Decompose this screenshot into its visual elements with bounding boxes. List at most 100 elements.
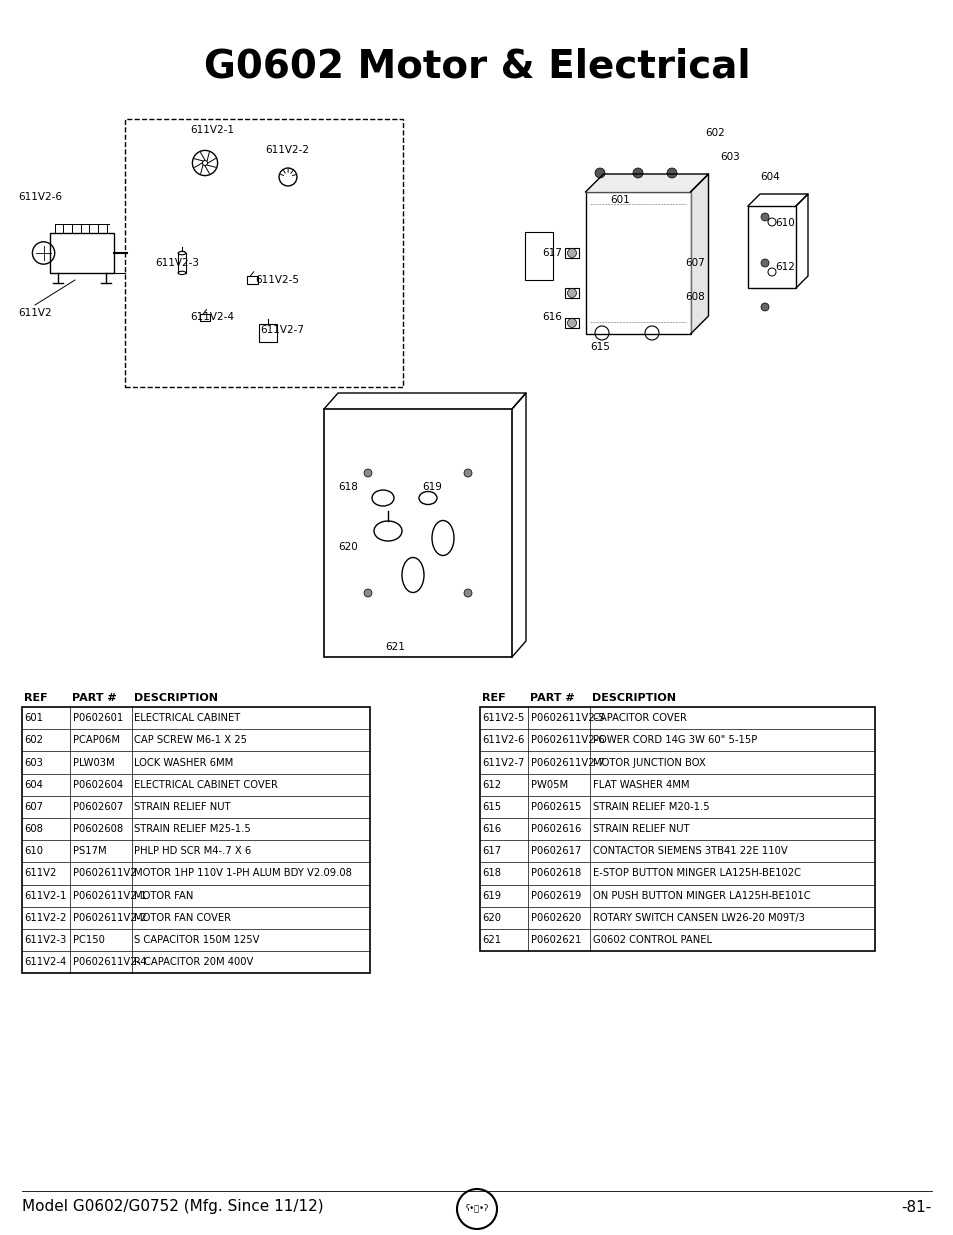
Circle shape [364, 469, 372, 477]
Text: 612: 612 [774, 262, 794, 272]
Text: 616: 616 [541, 312, 561, 322]
Text: ROTARY SWITCH CANSEN LW26-20 M09T/3: ROTARY SWITCH CANSEN LW26-20 M09T/3 [592, 913, 803, 923]
Text: -81-: -81- [901, 1199, 931, 1214]
Text: ELECTRICAL CABINET: ELECTRICAL CABINET [134, 713, 240, 724]
Circle shape [760, 303, 768, 311]
Text: 610: 610 [774, 219, 794, 228]
Text: 611V2-3: 611V2-3 [25, 935, 67, 945]
Text: LOCK WASHER 6MM: LOCK WASHER 6MM [134, 757, 233, 767]
Circle shape [364, 589, 372, 597]
Circle shape [567, 248, 576, 258]
Text: MOTOR FAN COVER: MOTOR FAN COVER [134, 913, 232, 923]
Text: 604: 604 [25, 779, 43, 789]
Text: 618: 618 [482, 868, 501, 878]
Bar [125, 119, 402, 387]
Text: 602: 602 [25, 735, 44, 745]
Bar [200, 314, 210, 321]
Circle shape [633, 168, 642, 178]
Text: 615: 615 [482, 802, 501, 811]
Text: P0602611V2-4: P0602611V2-4 [72, 957, 146, 967]
Circle shape [666, 168, 677, 178]
Text: 611V2-1: 611V2-1 [25, 890, 67, 900]
Text: 607: 607 [684, 258, 704, 268]
Bar [324, 409, 512, 657]
Text: 611V2-3: 611V2-3 [154, 258, 199, 268]
Text: POWER CORD 14G 3W 60" 5-15P: POWER CORD 14G 3W 60" 5-15P [592, 735, 756, 745]
Text: REF: REF [24, 693, 48, 703]
Circle shape [463, 469, 472, 477]
Bar [246, 277, 257, 284]
Text: P0602615: P0602615 [530, 802, 580, 811]
Text: Model G0602/G0752 (Mfg. Since 11/12): Model G0602/G0752 (Mfg. Since 11/12) [22, 1199, 323, 1214]
Text: DESCRIPTION: DESCRIPTION [592, 693, 676, 703]
Text: 611V2: 611V2 [18, 308, 51, 317]
Text: P0602611V2-1: P0602611V2-1 [72, 890, 146, 900]
Text: P0602611V2-7: P0602611V2-7 [530, 757, 603, 767]
Circle shape [567, 319, 576, 327]
Text: STRAIN RELIEF NUT: STRAIN RELIEF NUT [592, 824, 688, 834]
Bar [747, 206, 795, 288]
Text: 611V2-4: 611V2-4 [190, 312, 233, 322]
Bar [479, 706, 874, 951]
Text: G0602 Motor & Electrical: G0602 Motor & Electrical [204, 47, 749, 85]
Text: 602: 602 [704, 128, 724, 138]
Text: 611V2-2: 611V2-2 [265, 144, 309, 156]
Text: 604: 604 [760, 172, 779, 182]
Text: PC150: PC150 [72, 935, 104, 945]
Text: PHLP HD SCR M4-.7 X 6: PHLP HD SCR M4-.7 X 6 [134, 846, 252, 856]
Text: P0602611V2-6: P0602611V2-6 [530, 735, 603, 745]
Text: MOTOR JUNCTION BOX: MOTOR JUNCTION BOX [592, 757, 704, 767]
Text: FLAT WASHER 4MM: FLAT WASHER 4MM [592, 779, 688, 789]
Text: PW05M: PW05M [530, 779, 567, 789]
Polygon shape [690, 174, 708, 333]
Text: STRAIN RELIEF M25-1.5: STRAIN RELIEF M25-1.5 [134, 824, 251, 834]
Circle shape [760, 259, 768, 267]
Text: CONTACTOR SIEMENS 3TB41 22E 110V: CONTACTOR SIEMENS 3TB41 22E 110V [592, 846, 786, 856]
Text: 608: 608 [684, 291, 704, 303]
Bar [22, 706, 370, 973]
Text: 607: 607 [25, 802, 44, 811]
Bar [524, 232, 553, 280]
Text: 611V2-1: 611V2-1 [190, 125, 233, 135]
Text: 616: 616 [482, 824, 501, 834]
Text: REF: REF [481, 693, 505, 703]
Text: MOTOR 1HP 110V 1-PH ALUM BDY V2.09.08: MOTOR 1HP 110V 1-PH ALUM BDY V2.09.08 [134, 868, 352, 878]
Text: G0602 CONTROL PANEL: G0602 CONTROL PANEL [592, 935, 711, 945]
Circle shape [463, 589, 472, 597]
Circle shape [567, 289, 576, 298]
Text: P0602620: P0602620 [530, 913, 580, 923]
Text: 619: 619 [482, 890, 501, 900]
Text: 620: 620 [337, 542, 357, 552]
Text: 611V2-6: 611V2-6 [18, 191, 62, 203]
Text: PCAP06M: PCAP06M [72, 735, 119, 745]
Text: 610: 610 [25, 846, 44, 856]
Text: 608: 608 [25, 824, 43, 834]
Polygon shape [585, 174, 708, 191]
Text: 621: 621 [482, 935, 501, 945]
Bar [564, 288, 578, 299]
Text: E-STOP BUTTON MINGER LA125H-BE102C: E-STOP BUTTON MINGER LA125H-BE102C [592, 868, 800, 878]
Bar [564, 317, 578, 329]
Circle shape [760, 212, 768, 221]
Text: 611V2-6: 611V2-6 [482, 735, 524, 745]
Text: 617: 617 [482, 846, 501, 856]
Text: 611V2: 611V2 [25, 868, 57, 878]
Text: ʕ•ᴥ•ʔ: ʕ•ᴥ•ʔ [465, 1203, 488, 1213]
Text: PART #: PART # [71, 693, 116, 703]
Text: 601: 601 [25, 713, 44, 724]
Bar [259, 325, 276, 342]
Text: 620: 620 [482, 913, 501, 923]
Text: 611V2-7: 611V2-7 [260, 325, 304, 335]
Text: STRAIN RELIEF NUT: STRAIN RELIEF NUT [134, 802, 231, 811]
Bar [585, 191, 690, 333]
Text: P0602611V2-2: P0602611V2-2 [72, 913, 146, 923]
Text: P0602618: P0602618 [530, 868, 580, 878]
Text: P0602611V2: P0602611V2 [72, 868, 136, 878]
Text: 611V2-7: 611V2-7 [482, 757, 524, 767]
Text: STRAIN RELIEF M20-1.5: STRAIN RELIEF M20-1.5 [592, 802, 708, 811]
Text: P0602601: P0602601 [72, 713, 123, 724]
Text: P0602611V2-5: P0602611V2-5 [530, 713, 603, 724]
Text: PART #: PART # [530, 693, 574, 703]
Text: 618: 618 [337, 482, 357, 492]
Text: 612: 612 [482, 779, 501, 789]
